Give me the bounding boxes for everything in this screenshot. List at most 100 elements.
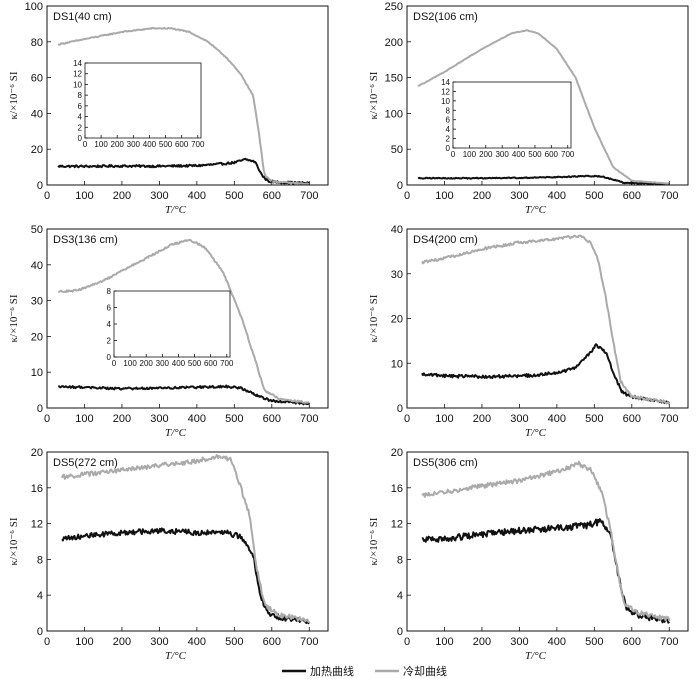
inset-y-tick-label: 12	[73, 70, 82, 79]
y-tick-label: 50	[391, 144, 403, 156]
plot-frame	[46, 5, 329, 186]
heating-curve	[58, 384, 311, 406]
x-tick-label: 200	[113, 413, 131, 425]
inset-x-tick-label: 400	[512, 150, 526, 159]
x-tick-label: 300	[510, 413, 528, 425]
inset-y-tick-label: 10	[441, 97, 450, 106]
panel-title: DS2(106 cm)	[413, 11, 478, 23]
x-tick-label: 400	[548, 413, 566, 425]
x-tick-label: 100	[75, 190, 93, 202]
x-tick-label: 700	[660, 413, 678, 425]
inset-x-tick-label: 500	[188, 359, 202, 368]
y-tick-label: 12	[31, 519, 43, 531]
inset-plot-frame	[113, 290, 231, 358]
x-tick-label: 600	[263, 636, 281, 648]
y-tick-label: 40	[31, 260, 43, 272]
inset-x-tick-label: 300	[156, 359, 170, 368]
y-axis-label: κ/×10⁻⁶ SI	[368, 517, 380, 565]
inset-x-tick-label: 400	[172, 359, 186, 368]
y-tick-label: 16	[31, 483, 43, 495]
x-tick-label: 200	[113, 636, 131, 648]
y-tick-label: 150	[385, 73, 403, 85]
cooling-curve	[421, 234, 671, 405]
inset-x-tick-label: 100	[94, 140, 108, 149]
x-tick-label: 0	[44, 190, 50, 202]
plot-frame	[406, 5, 689, 186]
y-tick-label: 40	[391, 224, 403, 236]
y-tick-label: 20	[31, 144, 43, 156]
y-tick-label: 20	[391, 447, 403, 459]
inset-x-tick-label: 200	[140, 359, 154, 368]
panel-5: 0 100 200 300 400 500 600 700 0 4 8 12 16 20 DS5(272 c…	[8, 447, 329, 662]
x-tick-label: 500	[225, 190, 243, 202]
inset-chart: 0 100 200 300 400 500 600 700 0 2 4 6 8	[107, 287, 234, 368]
y-tick-label: 8	[37, 554, 43, 566]
legend-heating-label: 加热曲线	[310, 664, 354, 678]
inset-x-tick-label: 100	[123, 359, 137, 368]
inset-x-tick-label: 600	[204, 359, 218, 368]
x-tick-label: 0	[404, 190, 410, 202]
cooling-curve	[421, 460, 671, 622]
heating-curve	[57, 157, 311, 185]
x-tick-label: 700	[300, 636, 318, 648]
y-tick-label: 30	[31, 296, 43, 308]
inset-plot-frame	[452, 81, 572, 149]
inset-y-tick-label: 10	[73, 80, 82, 89]
inset-y-tick-label: 12	[441, 87, 450, 96]
heating-curve	[61, 527, 310, 625]
inset-y-tick-label: 0	[78, 134, 83, 143]
cooling-curve	[417, 29, 670, 185]
y-tick-label: 0	[37, 403, 43, 415]
x-tick-label: 300	[510, 190, 528, 202]
inset-x-tick-label: 700	[561, 150, 575, 159]
heating-curve	[421, 518, 671, 624]
y-axis-label: κ/×10⁻⁶ SI	[368, 294, 380, 342]
panel-1: 0 100 200 300 400 500 600 700020406080100DS1(40…	[8, 1, 329, 216]
y-tick-label: 0	[397, 180, 403, 192]
y-tick-label: 60	[31, 73, 43, 85]
x-tick-label: 600	[623, 413, 641, 425]
x-tick-label: 0	[404, 636, 410, 648]
inset-y-tick-label: 14	[441, 78, 450, 87]
y-tick-label: 0	[37, 626, 43, 638]
y-tick-label: 10	[31, 367, 43, 379]
x-tick-label: 300	[510, 636, 528, 648]
x-tick-label: 400	[188, 636, 206, 648]
inset-y-tick-label: 2	[78, 123, 83, 132]
x-tick-label: 600	[623, 190, 641, 202]
y-tick-label: 20	[31, 447, 43, 459]
x-tick-label: 300	[150, 190, 168, 202]
x-tick-label: 100	[435, 190, 453, 202]
x-tick-label: 400	[548, 190, 566, 202]
inset-y-tick-label: 2	[446, 135, 451, 144]
inset-x-tick-label: 600	[175, 140, 189, 149]
x-tick-label: 600	[263, 190, 281, 202]
x-tick-label: 0	[404, 413, 410, 425]
x-tick-label: 300	[150, 413, 168, 425]
y-axis-label: κ/×10⁻⁶ SI	[368, 71, 380, 119]
x-tick-label: 0	[44, 636, 50, 648]
inset-y-tick-label: 2	[107, 337, 112, 346]
y-tick-label: 20	[31, 331, 43, 343]
cooling-curve	[61, 454, 310, 624]
cooling-curve	[58, 238, 310, 404]
heating-curve	[421, 343, 671, 405]
cooling-curve	[57, 26, 310, 186]
inset-y-tick-label: 8	[78, 91, 83, 100]
x-tick-label: 700	[300, 190, 318, 202]
y-tick-label: 10	[391, 358, 403, 370]
x-tick-label: 700	[660, 636, 678, 648]
inset-y-tick-label: 14	[73, 59, 82, 68]
x-axis-label: T/°C	[525, 650, 547, 662]
y-tick-label: 0	[37, 180, 43, 192]
inset-x-tick-label: 300	[495, 150, 509, 159]
x-tick-label: 500	[585, 636, 603, 648]
x-tick-label: 100	[75, 636, 93, 648]
x-tick-label: 400	[188, 413, 206, 425]
inset-x-tick-label: 0	[112, 359, 117, 368]
inset-x-tick-label: 0	[83, 140, 88, 149]
x-tick-label: 200	[473, 636, 491, 648]
plot-frame	[46, 228, 329, 409]
inset-x-tick-label: 200	[479, 150, 493, 159]
